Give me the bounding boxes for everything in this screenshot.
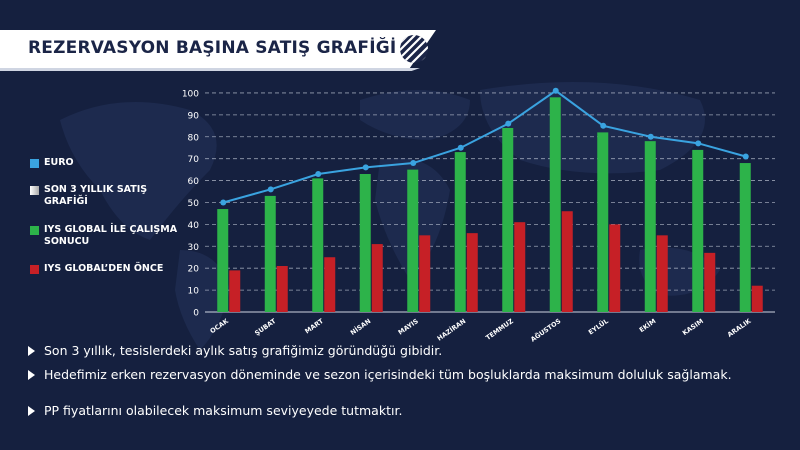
euro-point [362,164,369,171]
x-tick-label: NİSAN [348,316,372,337]
y-tick-label: 30 [188,243,200,253]
legend-swatch [30,186,39,195]
euro-point [552,87,559,94]
bar-with-iys [644,141,656,312]
bullet-text: Son 3 yıllık, tesislerdeki aylık satış g… [44,343,443,358]
y-tick-label: 10 [188,287,200,297]
bar-before-iys [751,285,763,312]
y-tick-label: 40 [188,221,200,231]
bar-before-iys [514,222,526,312]
legend-swatch [30,159,39,168]
bar-with-iys [549,97,561,312]
y-tick-label: 60 [188,177,200,187]
euro-line [222,89,747,204]
bullet-text: Hedefimiz erken rezervasyon döneminde ve… [44,367,732,382]
title-banner [0,30,436,68]
bar-with-iys [502,128,514,312]
bullet-arrow-icon [28,370,35,380]
bar-before-iys [276,266,288,312]
sales-chart: 0 10 20 30 40 50 60 70 80 90 100 OCAK ŞUBAT MART NİSAN… [182,87,775,344]
euro-point [742,153,749,160]
bar-before-iys [466,233,478,312]
legend-label: EURO [44,157,74,168]
bar-before-iys [419,235,431,312]
title-underline [0,68,420,71]
bar-before-iys [371,244,383,312]
bar-with-iys [264,195,276,312]
bar-with-iys [454,152,466,312]
bar-with-iys [407,169,419,312]
euro-point [267,186,274,193]
bullet-arrow-icon [28,406,35,416]
y-tick-label: 80 [188,133,200,143]
bar-with-iys [692,149,704,312]
euro-point [647,133,654,140]
y-tick-label: 90 [188,111,200,121]
y-tick-label: 100 [182,89,199,99]
bar-before-iys [704,252,716,312]
page-title: REZERVASYON BAŞINA SATIŞ GRAFİĞİ [28,38,397,58]
x-tick-label: OCAK [209,317,231,336]
euro-point [315,171,322,177]
bar-with-iys [739,163,751,312]
legend-label: SON 3 YILLIK SATIŞ GRAFİĞİ [44,184,148,207]
legend-swatch [30,226,39,235]
bar-before-iys [324,257,336,312]
bar-before-iys [656,235,668,312]
y-tick-label: 70 [188,155,200,165]
euro-point [600,122,607,129]
x-tick-label: ŞUBAT [253,317,278,338]
bar-with-iys [217,209,229,312]
x-tick-label: TEMMUZ [484,317,515,342]
bar-before-iys [609,224,621,312]
bullet-arrow-icon [28,346,35,356]
euro-point [505,120,512,127]
legend-swatch [30,265,39,274]
x-tick-label: KASIM [681,317,705,337]
x-tick-label: EKİM [637,316,657,334]
x-tick-label: MAYIS [397,317,420,337]
bullet-text: PP fiyatlarını olabilecek maksimum seviy… [44,403,403,418]
legend-label: IYS GLOBAL’DEN ÖNCE [44,263,164,274]
bar-with-iys [597,132,609,312]
bar-before-iys [561,211,573,312]
bar-before-iys [229,270,241,312]
x-tick-label: HAZİRAN [435,316,467,342]
globe-logo-icon [400,35,428,63]
euro-point [220,199,227,206]
euro-point [695,140,702,147]
y-tick-label: 0 [193,309,199,319]
y-tick-label: 50 [188,199,200,209]
x-tick-label: AĞUSTOS [529,316,563,344]
y-tick-label: 20 [188,265,200,275]
x-tick-label: EYLÜL [586,316,610,336]
bar-with-iys [312,178,324,312]
legend-label: IYS GLOBAL İLE ÇALIŞMA SONUCU [44,224,178,247]
euro-point [410,160,417,167]
bar-with-iys [359,174,371,312]
x-tick-label: MART [303,317,325,336]
euro-point [457,144,464,151]
x-tick-label: ARALIK [726,317,753,339]
